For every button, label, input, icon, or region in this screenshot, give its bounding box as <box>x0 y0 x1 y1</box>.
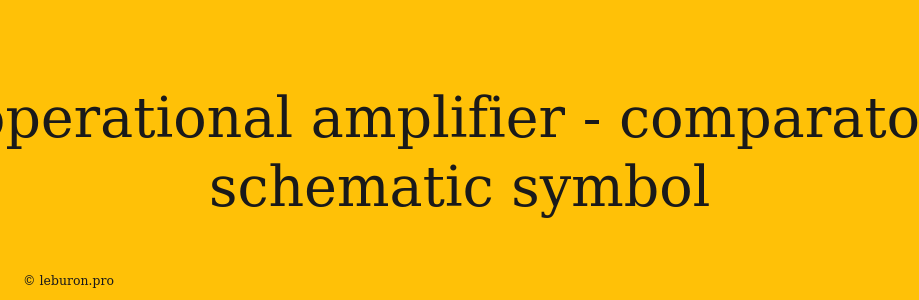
Text: © leburon.pro: © leburon.pro <box>23 275 114 288</box>
Text: operational amplifier - comparator
schematic symbol: operational amplifier - comparator schem… <box>0 94 919 218</box>
